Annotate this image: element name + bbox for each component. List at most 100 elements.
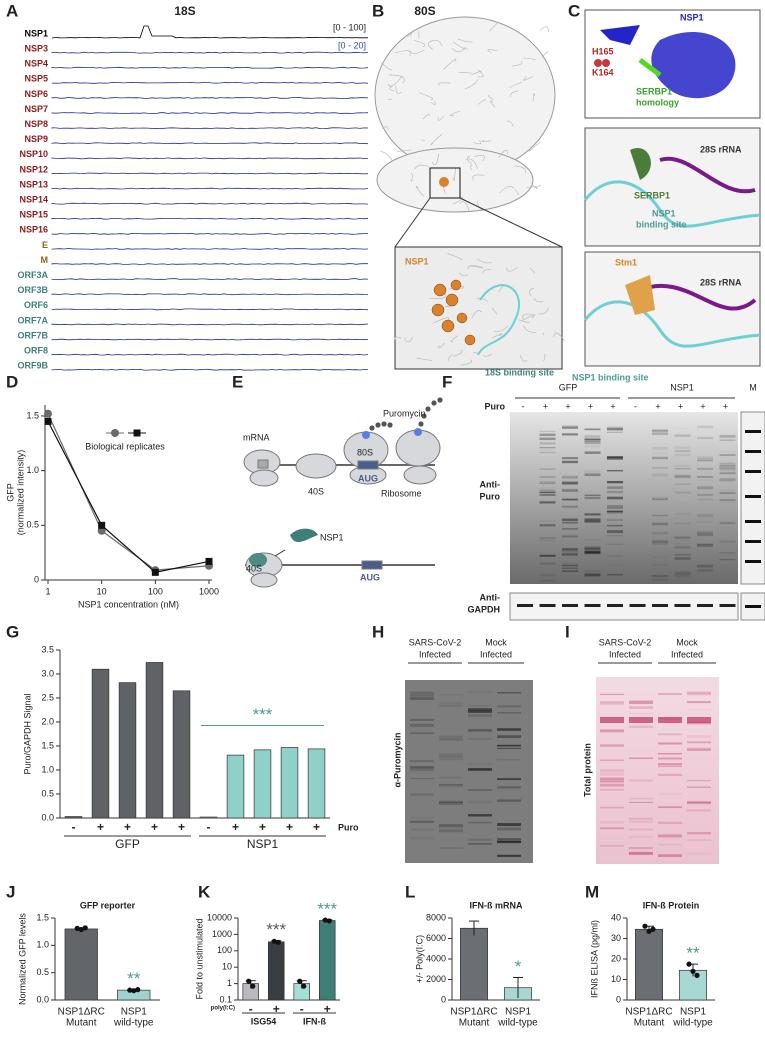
y-tick-label: 6000 — [426, 933, 446, 943]
gapdh-band — [607, 604, 623, 607]
panel-letter: J — [6, 882, 15, 901]
y-tick-label: 0 — [441, 994, 446, 1004]
track-signal — [51, 157, 368, 160]
band — [652, 514, 668, 517]
band — [584, 513, 601, 516]
band — [719, 522, 736, 525]
strand — [430, 101, 436, 105]
strand — [388, 98, 393, 100]
y-tick-label: 1000 — [212, 929, 232, 939]
x-tick-label: NSP1 — [121, 1007, 148, 1018]
band — [652, 515, 668, 516]
band — [687, 839, 711, 841]
bead — [381, 421, 387, 427]
track-name: NSP14 — [19, 194, 48, 204]
band — [439, 830, 463, 833]
band — [674, 465, 691, 467]
strand — [409, 49, 425, 54]
strand — [472, 174, 485, 181]
band — [697, 479, 713, 482]
panel-letter: E — [232, 372, 243, 391]
band — [497, 838, 521, 840]
track-name: NSP4 — [24, 59, 48, 69]
band — [600, 844, 624, 847]
strand — [511, 61, 523, 67]
strand — [414, 164, 429, 170]
band — [540, 487, 556, 490]
band — [607, 481, 623, 484]
band — [687, 709, 711, 711]
strand — [505, 267, 518, 272]
band — [720, 527, 736, 528]
band — [562, 425, 578, 429]
band — [687, 701, 711, 704]
strand — [443, 58, 457, 70]
band — [658, 797, 682, 799]
band — [652, 456, 668, 460]
strand — [460, 359, 473, 366]
band — [674, 522, 691, 525]
blot-label: Anti- — [480, 592, 501, 602]
band — [687, 747, 711, 751]
bar — [91, 668, 110, 819]
band — [674, 543, 691, 545]
panel-letter: M — [585, 882, 599, 901]
band — [607, 524, 623, 527]
band — [674, 450, 691, 452]
tracks: NSP1 NSP3 NSP4 NSP5 NSP6 NSP7 NSP8 NSP9 NSP10 NSP… — [17, 25, 369, 371]
y-tick-label: 8000 — [426, 912, 446, 922]
band — [468, 768, 492, 771]
band — [497, 840, 521, 844]
band — [439, 738, 463, 741]
band — [562, 433, 578, 436]
band — [562, 564, 578, 567]
strand — [459, 201, 470, 213]
track-signal — [51, 248, 369, 250]
band — [697, 459, 713, 462]
x-tick-label: NSP1ΔRC — [625, 1007, 672, 1018]
band — [410, 765, 434, 768]
significance: * — [515, 957, 522, 976]
band — [600, 827, 624, 830]
data-point — [297, 978, 303, 984]
strand — [438, 82, 451, 87]
gapdh-band — [584, 604, 601, 607]
band — [539, 536, 556, 539]
band — [607, 490, 623, 494]
band — [697, 520, 713, 523]
band — [697, 543, 713, 546]
x-tick-label: Mutant — [66, 1018, 97, 1029]
band — [607, 535, 623, 537]
strand — [453, 349, 463, 357]
strand — [538, 307, 549, 315]
band — [410, 777, 434, 780]
band — [497, 786, 521, 789]
strand — [510, 90, 519, 97]
band — [562, 553, 578, 556]
band — [468, 709, 492, 713]
legend-marker — [111, 429, 119, 437]
band — [562, 460, 578, 464]
band — [562, 427, 578, 429]
band — [600, 729, 624, 733]
label: AUG — [358, 473, 378, 483]
marker-label: M — [749, 382, 757, 392]
chart-title: IFN-ß mRNA — [470, 900, 523, 910]
band — [497, 854, 521, 857]
track-name: ORF9B — [17, 361, 48, 371]
band — [439, 776, 463, 779]
band — [585, 525, 601, 526]
y-axis-label: +/- Poly(I:C) — [414, 935, 424, 983]
ladder-band — [745, 540, 761, 543]
band — [629, 801, 653, 803]
band — [410, 691, 434, 695]
gapdh-band — [652, 604, 668, 607]
bar — [226, 754, 245, 819]
band — [658, 821, 682, 825]
band — [468, 705, 492, 707]
diagram — [243, 428, 441, 588]
band — [497, 744, 521, 747]
y-axis-label: GFP — [5, 483, 15, 502]
strand — [473, 140, 482, 145]
band — [584, 570, 601, 572]
